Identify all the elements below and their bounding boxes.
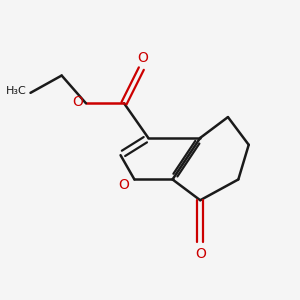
Text: O: O — [72, 94, 83, 109]
Text: O: O — [138, 51, 148, 65]
Text: H₃C: H₃C — [6, 86, 27, 96]
Text: O: O — [118, 178, 130, 192]
Text: O: O — [195, 247, 206, 261]
